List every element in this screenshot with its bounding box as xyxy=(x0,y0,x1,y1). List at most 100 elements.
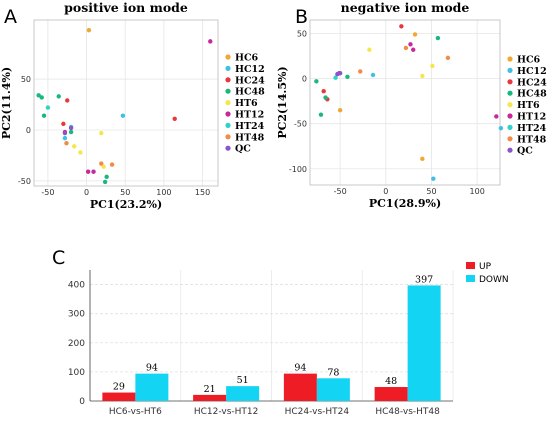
y-tick-label: 300 xyxy=(68,310,85,320)
scatter-plot-1: -50 0 50 100 -100 -50 0 50 negative ion mode PC1(… xyxy=(276,0,547,210)
bar-down xyxy=(135,373,169,401)
data-point-ht48 xyxy=(445,55,451,61)
x-axis-title: PC1(23.2%) xyxy=(90,198,162,211)
plot-frame xyxy=(33,19,219,187)
bar-value-label: 29 xyxy=(113,382,125,393)
legend-marker-ht12 xyxy=(225,111,231,117)
legend-marker-ht48 xyxy=(507,136,513,142)
data-point-hc48 xyxy=(345,74,350,80)
x-tick-label: 100 xyxy=(156,188,171,197)
data-point-ht48 xyxy=(99,161,104,166)
legend-label-qc: QC xyxy=(235,144,251,155)
legend-label-ht6: HT6 xyxy=(517,100,540,111)
x-tick-label: HC48-vs-HT48 xyxy=(375,407,440,417)
legend-marker-up xyxy=(466,262,475,269)
data-point-ht12 xyxy=(91,169,96,174)
data-point-ht6 xyxy=(78,150,83,155)
data-point-hc12 xyxy=(431,176,436,181)
data-point-ht48 xyxy=(358,69,363,74)
legend-label-ht48: HT48 xyxy=(517,134,547,145)
legend-marker-hc12 xyxy=(225,65,231,71)
legend-marker-hc48 xyxy=(225,88,231,94)
plot-frame xyxy=(309,19,501,186)
data-point-ht6 xyxy=(72,144,77,149)
y-axis-title: PC2(11.4%) xyxy=(0,67,13,139)
data-point-hc24 xyxy=(172,116,177,121)
y-tick-label: -50 xyxy=(18,177,31,186)
data-point-hc48 xyxy=(318,112,324,117)
x-tick-label: -50 xyxy=(41,188,54,197)
data-point-ht12 xyxy=(411,47,416,52)
legend-label-down: DOWN xyxy=(479,275,509,285)
legend-marker-qc xyxy=(507,147,513,153)
data-point-hc24 xyxy=(61,121,66,127)
data-point-qc xyxy=(337,70,343,76)
bar-down xyxy=(316,378,350,401)
data-point-hc12 xyxy=(62,135,68,141)
bar-up xyxy=(193,394,227,401)
legend-marker-hc6 xyxy=(225,54,231,60)
bar-down xyxy=(226,386,260,401)
legend-marker-hc48 xyxy=(507,90,513,96)
legend-label-hc6: HC6 xyxy=(517,55,541,66)
x-tick-label: 50 xyxy=(120,188,130,197)
legend-label-hc12: HC12 xyxy=(235,64,265,75)
scatter-plot-0: -50 0 50 100 150 -50 0 50 positive ion mode PC1(2… xyxy=(0,0,265,211)
legend-label-up: UP xyxy=(479,262,492,272)
x-axis-title: PC1(28.9%) xyxy=(369,197,441,210)
bar-up xyxy=(374,387,408,401)
x-tick-label: 0 xyxy=(84,188,89,197)
data-point-hc24 xyxy=(321,89,326,94)
data-point-hc6 xyxy=(86,27,92,33)
bar-chart: 0 100 200 300 400 HC6-vs-HT6 29 94 HC12-vs-HT12 2… xyxy=(68,262,509,417)
data-point-hc12 xyxy=(498,125,504,131)
legend-label-hc48: HC48 xyxy=(517,89,547,100)
data-point-hc12 xyxy=(370,72,376,78)
data-point-ht6 xyxy=(101,164,106,169)
data-point-ht12 xyxy=(208,39,213,44)
data-point-ht6 xyxy=(420,73,425,79)
x-tick-label: 150 xyxy=(195,188,210,197)
y-tick-label: 400 xyxy=(68,281,85,291)
legend-marker-hc6 xyxy=(507,56,513,62)
data-point-hc12 xyxy=(120,113,126,118)
legend-label-hc6: HC6 xyxy=(235,53,259,64)
bar-up xyxy=(283,373,317,401)
data-point-ht24 xyxy=(45,105,51,110)
legend-marker-ht48 xyxy=(225,134,231,140)
y-tick-label: -50 xyxy=(294,120,307,129)
data-point-hc48 xyxy=(56,94,61,99)
chart-title: positive ion mode xyxy=(64,0,188,15)
data-point-hc48 xyxy=(102,179,108,185)
bar-value-label: 397 xyxy=(415,274,433,285)
bar-value-label: 21 xyxy=(204,384,216,395)
data-point-qc xyxy=(62,130,68,136)
bar-value-label: 51 xyxy=(237,375,249,386)
data-point-ht48 xyxy=(403,45,409,51)
bar-value-label: 94 xyxy=(146,363,158,374)
legend-marker-hc24 xyxy=(225,77,231,83)
y-tick-label: 100 xyxy=(68,368,85,378)
data-point-hc48 xyxy=(68,129,74,135)
data-point-ht12 xyxy=(494,114,499,119)
data-point-hc48 xyxy=(39,95,44,100)
data-point-hc48 xyxy=(314,79,319,84)
legend-label-hc24: HC24 xyxy=(517,77,547,88)
panel-letter-b: B xyxy=(295,6,308,28)
x-tick-label: -50 xyxy=(334,187,347,196)
legend-marker-hc24 xyxy=(507,79,513,85)
legend-marker-ht24 xyxy=(225,122,231,128)
data-point-hc6 xyxy=(420,156,425,162)
legend-label-ht6: HT6 xyxy=(235,98,258,109)
legend-label-hc12: HC12 xyxy=(517,66,547,77)
data-point-hc48 xyxy=(104,174,109,180)
legend-marker-hc12 xyxy=(507,67,513,73)
legend-marker-ht12 xyxy=(507,113,513,119)
legend-label-hc24: HC24 xyxy=(235,75,265,86)
x-tick-label: HC6-vs-HT6 xyxy=(109,407,162,417)
bar-up xyxy=(102,392,136,401)
legend-marker-ht24 xyxy=(507,124,513,130)
x-tick-label: 0 xyxy=(383,187,388,196)
bar-value-label: 94 xyxy=(294,363,306,374)
